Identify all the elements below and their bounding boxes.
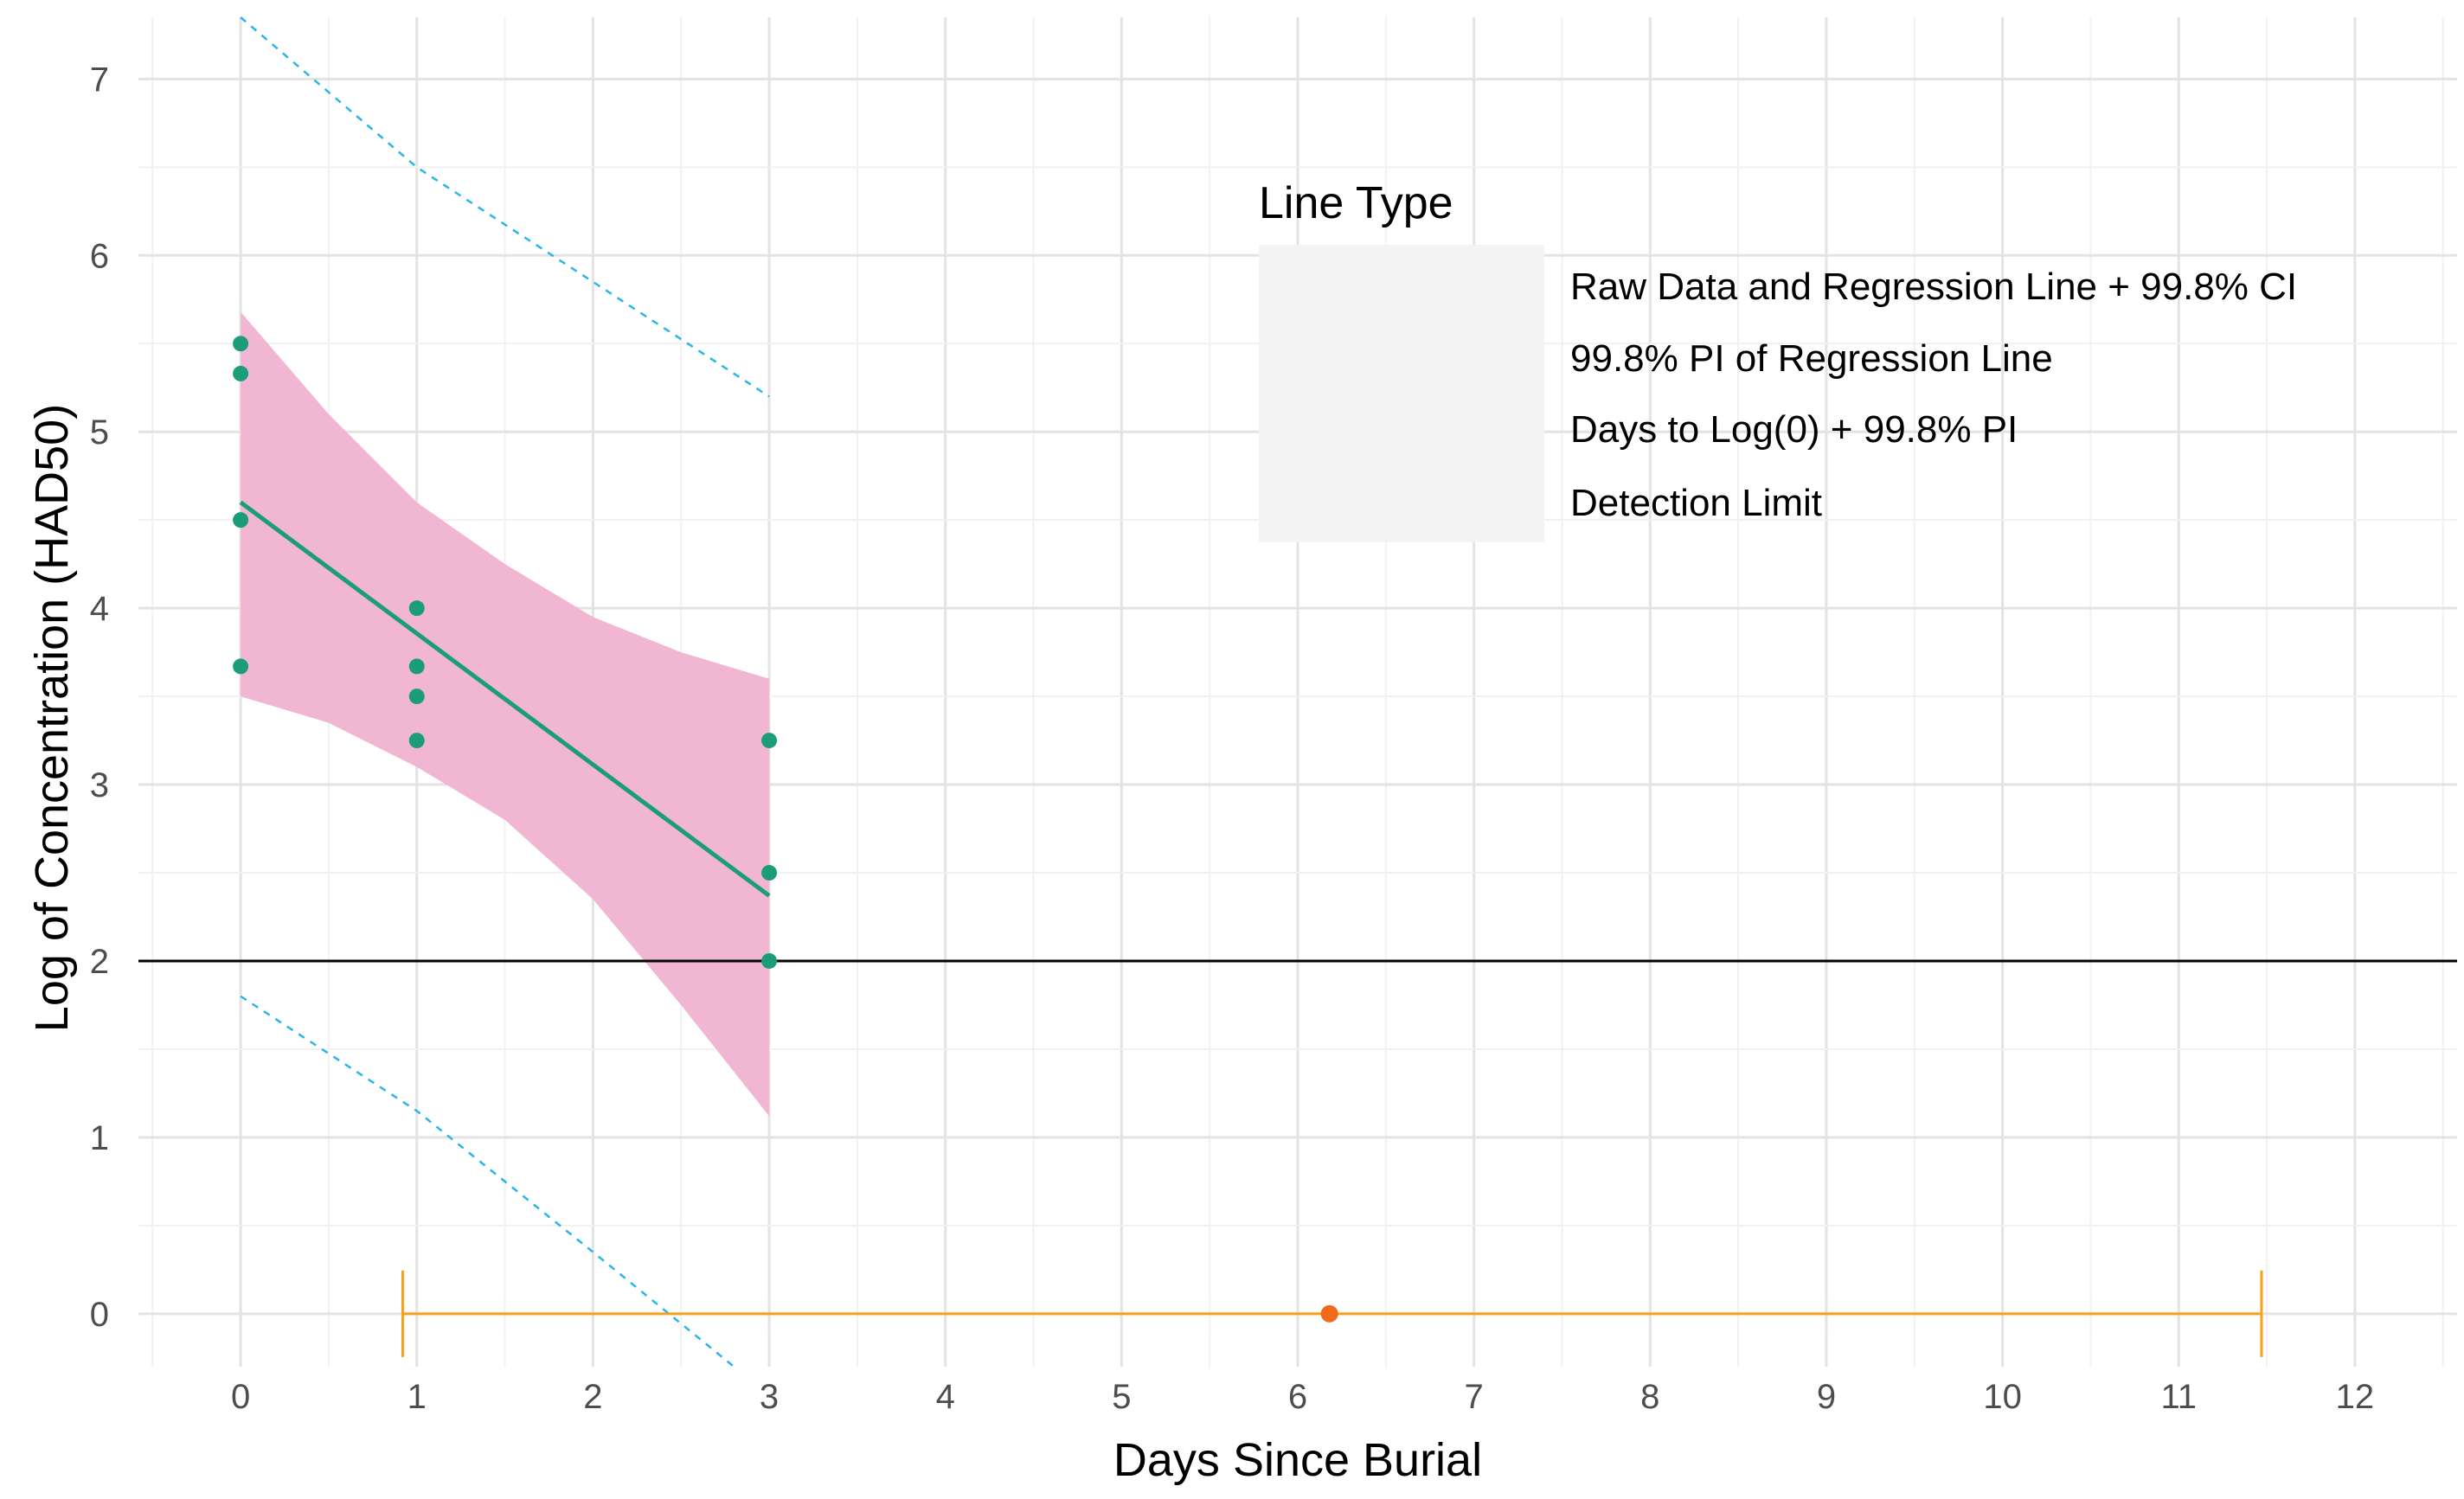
data-point bbox=[233, 658, 249, 675]
legend-key-background bbox=[1259, 245, 1544, 542]
prediction-interval-line bbox=[240, 995, 735, 1368]
data-point bbox=[408, 733, 425, 749]
y-tick-label: 1 bbox=[90, 1119, 109, 1157]
y-tick-label: 4 bbox=[90, 590, 109, 628]
data-point bbox=[408, 689, 425, 705]
prediction-interval-line bbox=[240, 16, 770, 398]
legend-label-detection: Detection Limit bbox=[1570, 482, 1822, 524]
legend-title: Line Type bbox=[1259, 178, 1453, 228]
x-tick-label: 9 bbox=[1817, 1378, 1836, 1416]
x-tick-label: 7 bbox=[1465, 1378, 1484, 1416]
data-point bbox=[233, 365, 249, 381]
x-tick-label: 3 bbox=[760, 1378, 779, 1416]
data-point bbox=[408, 600, 425, 617]
legend-label-pi: 99.8% PI of Regression Line bbox=[1570, 337, 2053, 380]
data-point bbox=[233, 512, 249, 528]
data-point bbox=[761, 952, 778, 969]
legend: Line Type Raw Data and Regression Line +… bbox=[1259, 178, 2297, 542]
x-tick-label: 5 bbox=[1112, 1378, 1131, 1416]
x-tick-label: 12 bbox=[2336, 1378, 2375, 1416]
data-point bbox=[761, 733, 778, 749]
y-tick-label: 5 bbox=[90, 413, 109, 452]
x-tick-label: 11 bbox=[2160, 1378, 2197, 1416]
y-axis-title: Log of Concentration (HAD50) bbox=[26, 404, 78, 1032]
x-axis-title: Days Since Burial bbox=[1113, 1434, 1482, 1486]
days-estimate-point bbox=[1320, 1304, 1338, 1323]
y-tick-label: 2 bbox=[90, 943, 109, 981]
y-tick-label: 3 bbox=[90, 766, 109, 804]
x-tick-label: 2 bbox=[583, 1378, 602, 1416]
x-tick-label: 4 bbox=[936, 1378, 955, 1416]
confidence-band bbox=[241, 311, 770, 1117]
grid bbox=[138, 17, 2457, 1367]
data-point bbox=[761, 865, 778, 881]
y-tick-label: 6 bbox=[90, 237, 109, 275]
x-tick-label: 1 bbox=[407, 1378, 427, 1416]
legend-label-ci: Raw Data and Regression Line + 99.8% CI bbox=[1570, 266, 2297, 308]
y-tick-label: 0 bbox=[90, 1296, 109, 1334]
regression-line bbox=[239, 500, 771, 898]
x-tick-label: 6 bbox=[1288, 1378, 1307, 1416]
legend-label-days: Days to Log(0) + 99.8% PI bbox=[1570, 408, 2018, 451]
x-tick-label: 8 bbox=[1640, 1378, 1659, 1416]
data-point bbox=[233, 336, 249, 352]
data-point bbox=[408, 658, 425, 675]
x-tick-label: 10 bbox=[1983, 1378, 2022, 1416]
y-tick-label: 7 bbox=[90, 61, 109, 99]
x-tick-label: 0 bbox=[231, 1378, 250, 1416]
